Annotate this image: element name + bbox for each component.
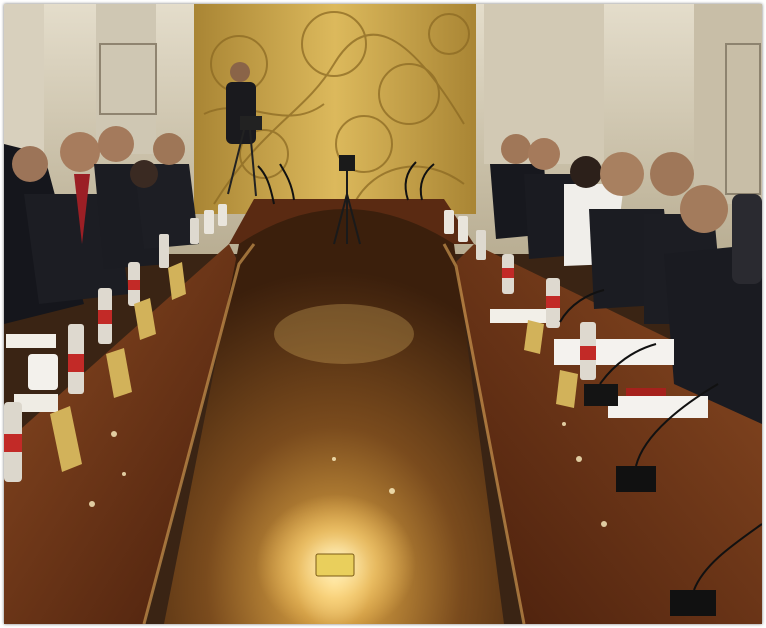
right-delegation bbox=[490, 134, 762, 424]
tripod-camera bbox=[333, 155, 361, 245]
table-edge-left bbox=[142, 243, 256, 624]
relief-pattern bbox=[203, 11, 470, 205]
center-nameplate bbox=[315, 553, 355, 577]
meeting-photo bbox=[4, 4, 762, 624]
far-table-items bbox=[204, 204, 468, 242]
right-door bbox=[694, 4, 762, 204]
microphones bbox=[257, 161, 762, 591]
table-left bbox=[4, 244, 239, 624]
right-wall-panel bbox=[484, 4, 604, 164]
well-reflection bbox=[274, 304, 414, 364]
left-delegation bbox=[4, 126, 199, 324]
left-table-items bbox=[4, 218, 199, 482]
table-edge-right bbox=[442, 243, 526, 624]
table-well bbox=[164, 209, 504, 624]
left-shelf bbox=[99, 43, 157, 115]
right-table-items bbox=[476, 230, 716, 616]
right-chair bbox=[732, 194, 762, 284]
cameraman bbox=[226, 62, 262, 197]
ceiling-light-reflections bbox=[89, 422, 607, 527]
left-window bbox=[96, 4, 156, 154]
photo-frame bbox=[4, 4, 762, 624]
